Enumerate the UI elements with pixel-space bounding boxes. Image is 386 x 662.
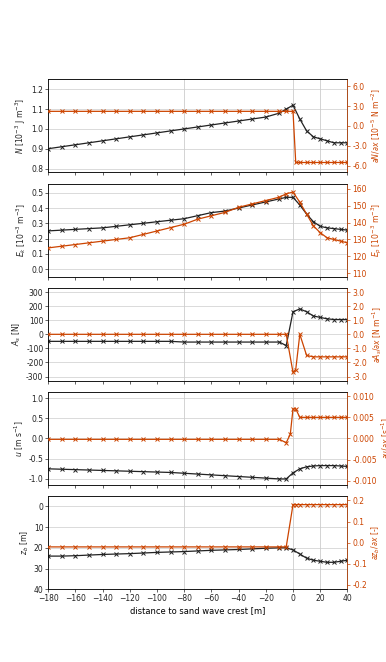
Y-axis label: $\partial N/\partial x$ [10$^{-5}$ N m$^{-2}$]: $\partial N/\partial x$ [10$^{-5}$ N m$^… (370, 89, 383, 164)
Y-axis label: $\partial A_s/\partial x$ [N m$^{-1}$]: $\partial A_s/\partial x$ [N m$^{-1}$] (370, 306, 384, 363)
Y-axis label: $z_b$ [m]: $z_b$ [m] (19, 530, 31, 555)
Y-axis label: $E_p$ [10$^{-3}$ m$^{-3}$]: $E_p$ [10$^{-3}$ m$^{-3}$] (369, 203, 384, 258)
Y-axis label: $A_s$ [N]: $A_s$ [N] (11, 322, 23, 346)
Text: a): a) (0, 496, 1, 506)
Y-axis label: $N$ [10$^{-3}$ J m$^{-3}$]: $N$ [10$^{-3}$ J m$^{-3}$] (14, 98, 29, 154)
X-axis label: distance to sand wave crest [m]: distance to sand wave crest [m] (130, 606, 266, 615)
Text: b): b) (0, 392, 2, 402)
Y-axis label: $\partial u/\partial x$ [s$^{-1}$]: $\partial u/\partial x$ [s$^{-1}$] (380, 418, 386, 459)
Y-axis label: $\partial z_b/\partial x$ [-]: $\partial z_b/\partial x$ [-] (370, 525, 382, 560)
Y-axis label: $u$ [m s$^{-1}$]: $u$ [m s$^{-1}$] (13, 420, 26, 457)
Text: d): d) (0, 183, 2, 193)
Text: e): e) (0, 79, 1, 89)
Y-axis label: $E_k$ [10$^{-3}$ m$^{-3}$]: $E_k$ [10$^{-3}$ m$^{-3}$] (15, 203, 29, 257)
